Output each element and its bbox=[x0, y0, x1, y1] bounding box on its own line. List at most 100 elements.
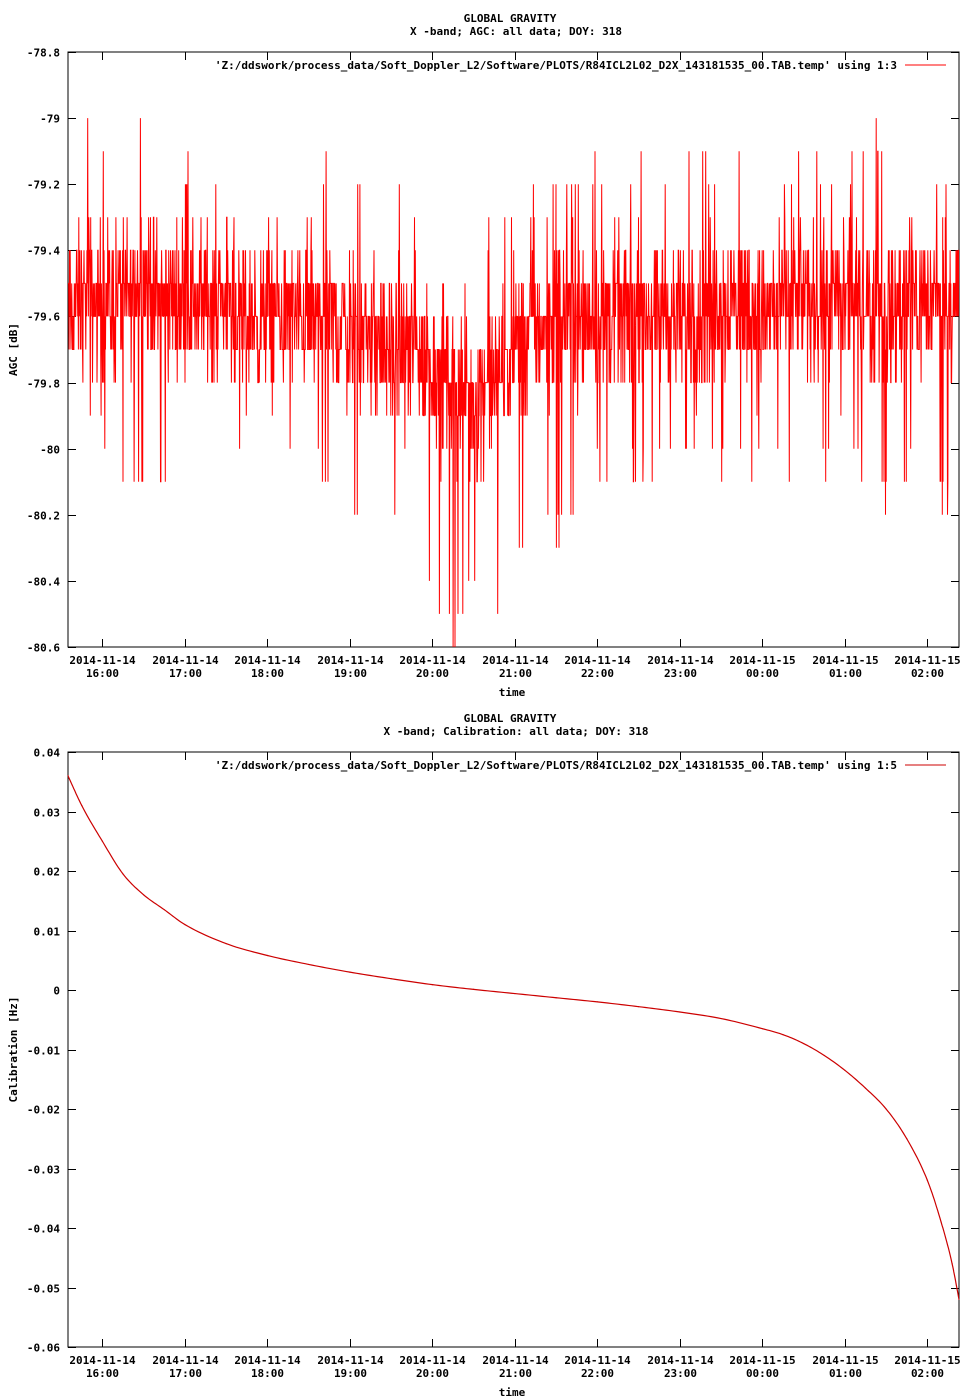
x-tick-date: 2014-11-14 bbox=[647, 1354, 714, 1367]
data-point bbox=[473, 988, 475, 991]
data-point bbox=[864, 1087, 867, 1089]
x-tick-date: 2014-11-14 bbox=[564, 654, 631, 667]
x-tick-date: 2014-11-15 bbox=[729, 654, 795, 667]
data-point bbox=[638, 1006, 640, 1008]
y-axis-label: Calibration [Hz] bbox=[7, 997, 20, 1103]
data-point bbox=[940, 1221, 942, 1223]
data-point bbox=[184, 923, 186, 926]
x-tick-time: 16:00 bbox=[86, 1367, 119, 1380]
x-tick-time: 19:00 bbox=[334, 1367, 367, 1380]
x-tick-time: 18:00 bbox=[251, 667, 284, 680]
y-tick-label: -79.6 bbox=[27, 311, 60, 324]
chart-subtitle: X -band; AGC: all data; DOY: 318 bbox=[410, 25, 622, 38]
x-tick-date: 2014-11-14 bbox=[234, 1354, 301, 1367]
x-tick-date: 2014-11-15 bbox=[729, 1354, 795, 1367]
chart-title: GLOBAL GRAVITY bbox=[464, 12, 557, 25]
data-point bbox=[101, 840, 103, 842]
x-tick-date: 2014-11-14 bbox=[152, 1354, 219, 1367]
data-point bbox=[679, 1011, 681, 1013]
x-tick-time: 22:00 bbox=[581, 1367, 614, 1380]
data-point bbox=[349, 971, 351, 973]
y-tick-label: -79.2 bbox=[27, 179, 60, 192]
y-tick-label: 0 bbox=[53, 985, 60, 998]
data-point bbox=[761, 1028, 764, 1030]
x-axis-label: time bbox=[499, 686, 526, 699]
y-tick-label: -0.04 bbox=[27, 1223, 60, 1236]
x-tick-date: 2014-11-14 bbox=[399, 654, 466, 667]
y-tick-label: -80.4 bbox=[27, 576, 60, 589]
x-tick-time: 18:00 bbox=[251, 1367, 284, 1380]
chart-subtitle: X -band; Calibration: all data; DOY: 318 bbox=[384, 725, 649, 738]
y-tick-label: 0.02 bbox=[34, 866, 61, 879]
y-tick-label: -80 bbox=[40, 444, 60, 457]
x-tick-time: 20:00 bbox=[416, 1367, 449, 1380]
x-tick-date: 2014-11-14 bbox=[69, 1354, 136, 1367]
y-tick-label: 0.03 bbox=[34, 807, 61, 820]
x-tick-date: 2014-11-15 bbox=[894, 654, 960, 667]
x-tick-date: 2014-11-14 bbox=[69, 654, 136, 667]
x-tick-time: 21:00 bbox=[499, 1367, 532, 1380]
series-line bbox=[68, 775, 959, 1300]
legend-label: 'Z:/ddswork/process_data/Soft_Doppler_L2… bbox=[215, 759, 897, 772]
x-tick-time: 00:00 bbox=[746, 667, 779, 680]
x-tick-date: 2014-11-14 bbox=[234, 654, 301, 667]
data-point bbox=[951, 1263, 953, 1265]
data-point bbox=[782, 1034, 784, 1036]
data-point bbox=[308, 963, 310, 966]
data-point bbox=[823, 1054, 825, 1057]
data-point bbox=[926, 1179, 929, 1181]
y-tick-label: -79.4 bbox=[27, 245, 60, 258]
x-tick-time: 16:00 bbox=[86, 667, 119, 680]
x-tick-date: 2014-11-14 bbox=[317, 1354, 384, 1367]
y-tick-label: -0.02 bbox=[27, 1104, 60, 1117]
data-point bbox=[431, 984, 433, 986]
y-tick-label: 0.04 bbox=[34, 747, 61, 760]
data-point bbox=[844, 1069, 846, 1071]
y-tick-label: -79.8 bbox=[27, 378, 60, 391]
y-tick-label: -0.01 bbox=[27, 1045, 60, 1058]
plot-frame bbox=[67, 751, 960, 1348]
x-tick-time: 02:00 bbox=[911, 667, 944, 680]
x-tick-date: 2014-11-14 bbox=[317, 654, 384, 667]
y-tick-label: -80.2 bbox=[27, 510, 60, 523]
data-point bbox=[122, 873, 124, 875]
y-tick-label: -0.06 bbox=[27, 1342, 60, 1355]
x-tick-date: 2014-11-14 bbox=[482, 1354, 549, 1367]
x-tick-time: 17:00 bbox=[169, 1367, 202, 1380]
plot-frame bbox=[67, 51, 960, 648]
x-axis-label: time bbox=[499, 1386, 526, 1399]
x-tick-date: 2014-11-14 bbox=[564, 1354, 631, 1367]
data-point bbox=[906, 1138, 908, 1140]
data-point bbox=[555, 997, 557, 999]
x-tick-date: 2014-11-15 bbox=[894, 1354, 960, 1367]
x-tick-date: 2014-11-14 bbox=[482, 654, 549, 667]
data-point bbox=[266, 954, 268, 957]
data-point bbox=[67, 775, 69, 777]
data-point bbox=[885, 1108, 887, 1110]
x-tick-date: 2014-11-14 bbox=[399, 1354, 466, 1367]
data-point bbox=[143, 894, 145, 896]
y-tick-label: -80.6 bbox=[27, 642, 60, 655]
data-point bbox=[596, 1001, 599, 1003]
data-point bbox=[803, 1042, 805, 1045]
x-tick-time: 22:00 bbox=[581, 667, 614, 680]
y-tick-label: -0.05 bbox=[27, 1283, 60, 1296]
x-tick-date: 2014-11-15 bbox=[812, 654, 878, 667]
y-axis-label: AGC [dB] bbox=[7, 323, 20, 376]
data-point bbox=[958, 1298, 960, 1300]
chart-title: GLOBAL GRAVITY bbox=[464, 712, 557, 725]
x-tick-date: 2014-11-14 bbox=[647, 654, 714, 667]
x-tick-time: 23:00 bbox=[664, 1367, 697, 1380]
legend-label: 'Z:/ddswork/process_data/Soft_Doppler_L2… bbox=[215, 59, 897, 72]
data-point bbox=[390, 978, 392, 980]
data-point bbox=[514, 992, 516, 995]
series-line bbox=[68, 118, 959, 647]
x-tick-time: 21:00 bbox=[499, 667, 532, 680]
x-tick-time: 01:00 bbox=[829, 667, 862, 680]
data-point bbox=[81, 804, 83, 807]
x-tick-time: 02:00 bbox=[911, 1367, 944, 1380]
data-point bbox=[163, 909, 165, 911]
